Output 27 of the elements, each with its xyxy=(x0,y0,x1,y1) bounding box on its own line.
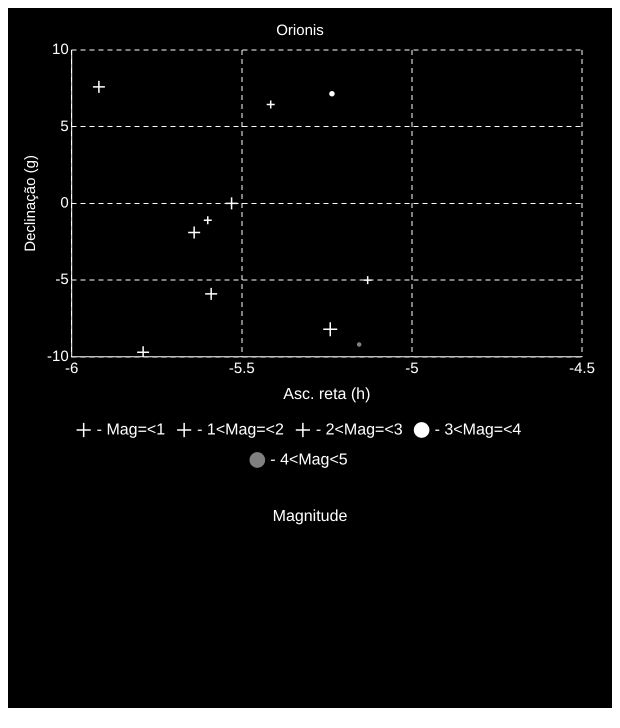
point xyxy=(266,100,276,110)
point xyxy=(187,226,201,240)
x-tick-label: -4.5 xyxy=(569,360,595,377)
legend-label: - 1<Mag=<2 xyxy=(197,421,284,438)
y-tick-label: 10 xyxy=(52,41,69,58)
point xyxy=(203,216,213,226)
x-axis-title: Asc. reta (h) xyxy=(283,386,370,403)
point xyxy=(362,275,372,285)
point xyxy=(329,90,335,96)
point xyxy=(204,287,218,301)
y-tick-label: 5 xyxy=(60,118,69,135)
legend-title: Magnitude xyxy=(272,508,348,526)
chart-title: Orionis xyxy=(276,22,324,40)
point xyxy=(136,345,150,357)
point xyxy=(224,196,238,210)
legend-label: - 4<Mag<5 xyxy=(270,451,348,468)
x-tick-label: -5.5 xyxy=(228,360,255,377)
legend-label: - 3<Mag=<4 xyxy=(434,421,522,438)
point xyxy=(356,342,362,347)
legend-label: - Mag=<1 xyxy=(96,421,166,438)
y-tick-label: -5 xyxy=(55,271,69,288)
point xyxy=(92,80,106,94)
x-tick-label: -5 xyxy=(405,360,419,377)
legend-label: - 2<Mag=<3 xyxy=(316,421,403,438)
y-axis-title: Declinação (g) xyxy=(22,155,40,252)
point xyxy=(322,321,338,337)
y-tick-label: 0 xyxy=(60,194,69,212)
